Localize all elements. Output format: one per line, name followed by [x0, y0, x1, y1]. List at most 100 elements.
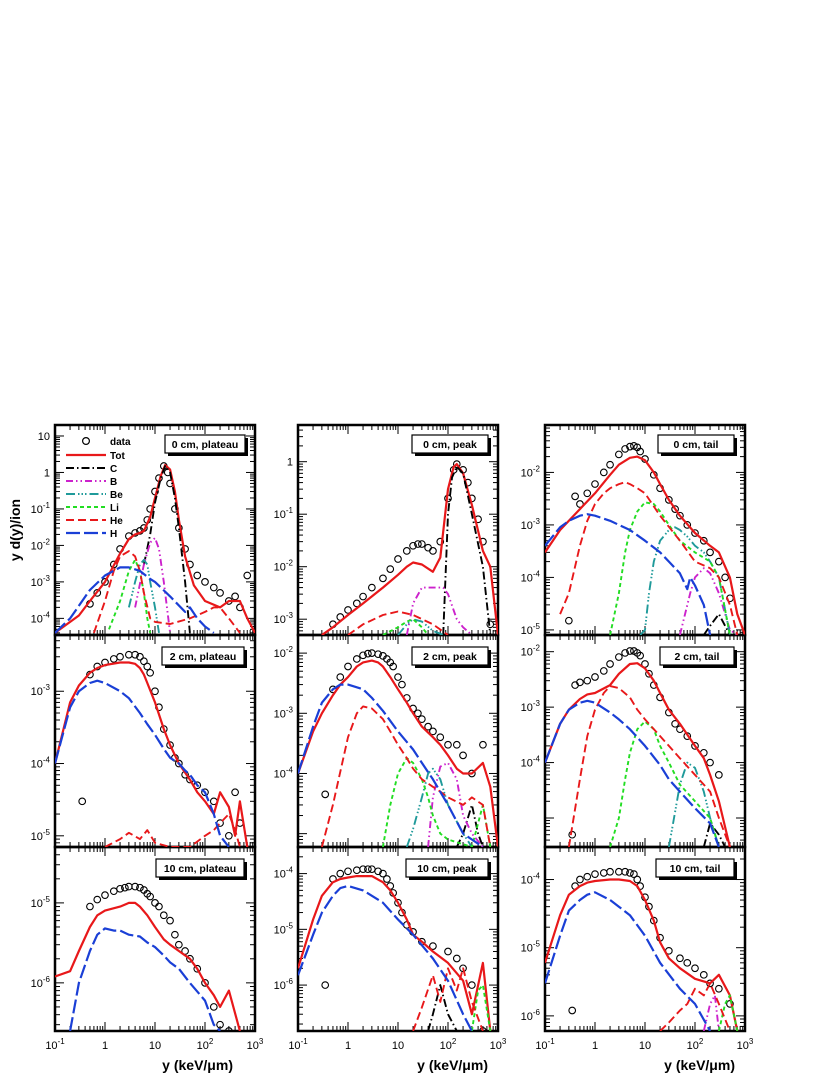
data-point: [175, 940, 183, 949]
data-point: [398, 680, 406, 689]
series-line-tot: [55, 901, 241, 1031]
data-point: [429, 547, 437, 555]
y-tick-label: 10-1: [31, 501, 51, 516]
data-point: [583, 872, 592, 881]
x-tick-label: 10: [639, 1040, 651, 1052]
series-line-b: [405, 586, 473, 635]
data-point: [683, 521, 692, 529]
data-point: [374, 650, 382, 659]
series-line-tot: [545, 455, 745, 635]
y-tick-label: 10-3: [31, 683, 51, 698]
data-point: [459, 751, 467, 760]
y-tick-label: 10-4: [521, 755, 541, 770]
series-line-tot: [321, 463, 498, 635]
data-point: [424, 722, 432, 731]
panel-curves: [545, 442, 745, 635]
data-point: [166, 916, 174, 925]
series-line-li: [108, 558, 152, 634]
data-point: [645, 669, 653, 678]
data-point: [402, 547, 411, 555]
panel-tag-10cm-plateau: 10 cm, plateau: [155, 858, 247, 880]
data-point: [621, 445, 629, 453]
series-line-c: [703, 613, 731, 635]
x-tick-label: 103: [247, 1037, 264, 1052]
data-point: [615, 450, 623, 459]
series-line-be: [397, 618, 444, 635]
data-point: [146, 505, 155, 513]
y-tick-label: 10-4: [521, 872, 541, 887]
series-line-be: [127, 558, 160, 634]
data-point: [386, 565, 395, 573]
series-line-h: [545, 513, 712, 635]
data-point: [344, 606, 352, 614]
data-point: [143, 662, 152, 671]
data-point: [671, 719, 679, 728]
y-tick-label: 10: [38, 431, 50, 443]
x-tick-label: 1: [102, 1040, 108, 1052]
data-point: [706, 548, 714, 557]
data-point: [159, 911, 168, 920]
data-point: [186, 954, 194, 963]
x-tick-label: 10-1: [535, 1037, 555, 1052]
x-tick-label: 103: [490, 1037, 507, 1052]
data-point: [146, 668, 155, 677]
data-point: [699, 970, 708, 979]
data-point: [368, 583, 376, 592]
panel-plot: 10-3 10-2 10-1 1: [274, 424, 499, 636]
data-point: [676, 511, 684, 520]
series-line-he: [567, 685, 731, 847]
series-line-li: [609, 501, 731, 635]
series-line-b: [134, 537, 172, 634]
series-line-c: [142, 465, 191, 633]
x-tick-label: 10-1: [45, 1037, 65, 1052]
series-line-tot: [298, 659, 498, 847]
data-point: [394, 555, 402, 563]
data-point: [136, 652, 144, 661]
data-point: [583, 676, 592, 685]
data-point: [86, 902, 94, 911]
data-point: [93, 895, 102, 904]
series-line-h: [545, 891, 712, 1031]
panel-tag-2cm-tail: 2 cm, tail: [659, 646, 737, 668]
legend-entry-he: He: [66, 516, 123, 527]
y-tick-label: 10-2: [521, 644, 541, 659]
data-point: [615, 653, 623, 661]
panel-tag-0cm-peak: 0 cm, peak: [411, 434, 491, 456]
data-point: [606, 867, 614, 876]
data-point: [121, 883, 129, 892]
data-point: [665, 496, 673, 504]
series-line-h: [298, 884, 473, 1031]
data-point: [444, 947, 452, 956]
data-point: [436, 537, 445, 546]
legend-label-data: data: [110, 437, 131, 448]
data-point: [201, 979, 209, 987]
x-tick-label: 10-1: [288, 1037, 308, 1052]
panel-curves: [55, 650, 249, 847]
y-tick-label: 10-4: [274, 866, 294, 881]
data-point: [626, 647, 634, 655]
series-line-c: [455, 803, 484, 847]
data-point: [193, 571, 202, 580]
data-point: [715, 984, 723, 993]
y-tick-label: 10-4: [31, 610, 51, 625]
data-point: [201, 578, 209, 586]
panel-tag-10cm-tail: 10 cm, tail: [655, 858, 737, 880]
y-tick-label: 10-4: [31, 756, 51, 771]
panel-tag-10cm-peak: 10 cm, peak: [405, 858, 491, 880]
y-tick-label: 10-2: [521, 464, 541, 479]
data-point: [636, 447, 645, 456]
data-point: [336, 869, 345, 878]
legend-label-li: Li: [110, 503, 119, 514]
legend-marker-data: [81, 437, 90, 446]
panel-plot: 10-5 10-4 10-3 10-2: [521, 424, 746, 637]
series-line-tot: [55, 661, 249, 847]
data-point: [352, 655, 361, 663]
y-tick-label: 10-5: [274, 921, 294, 936]
data-point: [166, 741, 174, 749]
y-tick-label: 10-3: [274, 705, 294, 720]
x-tick-label: 103: [737, 1037, 754, 1052]
x-tick-label: 102: [197, 1037, 214, 1052]
x-axis-title-right: y (keV/μm): [664, 1057, 735, 1073]
series-line-h: [55, 566, 215, 634]
